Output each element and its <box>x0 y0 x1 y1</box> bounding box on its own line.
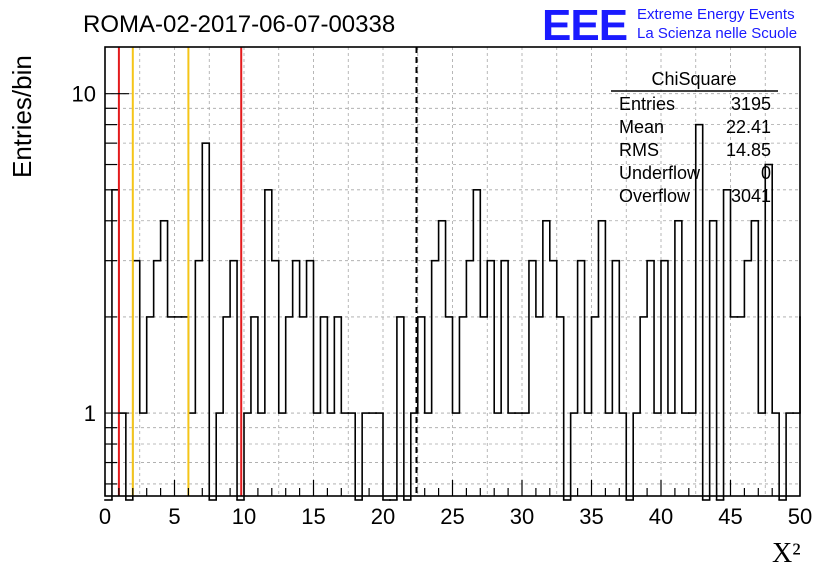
logo-line-1: Extreme Energy Events <box>637 6 795 23</box>
stats-rms-label: RMS <box>619 140 659 160</box>
stats-entries-value: 3195 <box>731 94 771 114</box>
stats-overflow-value: 3041 <box>731 186 771 206</box>
x-axis-label: X² <box>772 538 801 569</box>
x-tick-label: 0 <box>99 504 111 529</box>
logo-line-2: La Scienza nelle Scuole <box>637 25 797 42</box>
x-tick-label: 45 <box>718 504 742 529</box>
histogram-series <box>104 123 801 501</box>
stats-entries-label: Entries <box>619 94 675 114</box>
x-tick-label: 5 <box>168 504 180 529</box>
logo-mark: EEE <box>542 1 627 50</box>
stats-box: ChiSquare Entries 3195 Mean 22.41 RMS 14… <box>611 69 778 206</box>
stats-title: ChiSquare <box>651 69 736 89</box>
x-tick-label: 40 <box>649 504 673 529</box>
x-tick-label: 10 <box>232 504 256 529</box>
y-axis-label: Entries/bin <box>7 55 37 178</box>
x-tick-label: 35 <box>579 504 603 529</box>
y-tick-label: 1 <box>84 401 96 426</box>
eee-logo: EEE Extreme Energy Events La Scienza nel… <box>542 1 797 50</box>
x-tick-label: 50 <box>788 504 812 529</box>
stats-underflow-value: 0 <box>761 163 771 183</box>
reference-lines <box>117 47 418 496</box>
x-tick-label: 30 <box>510 504 534 529</box>
x-tick-label: 20 <box>371 504 395 529</box>
x-tick-label: 15 <box>301 504 325 529</box>
stats-overflow-label: Overflow <box>619 186 691 206</box>
axis-ticks: 0 5 10 15 20 25 30 35 40 45 50 1 10 <box>72 82 813 529</box>
chart-title: ROMA-02-2017-06-07-00338 <box>83 11 395 38</box>
stats-mean-label: Mean <box>619 117 664 137</box>
y-tick-label: 10 <box>72 82 96 107</box>
stats-underflow-label: Underflow <box>619 163 701 183</box>
stats-rms-value: 14.85 <box>726 140 771 160</box>
stats-mean-value: 22.41 <box>726 117 771 137</box>
x-tick-label: 25 <box>440 504 464 529</box>
